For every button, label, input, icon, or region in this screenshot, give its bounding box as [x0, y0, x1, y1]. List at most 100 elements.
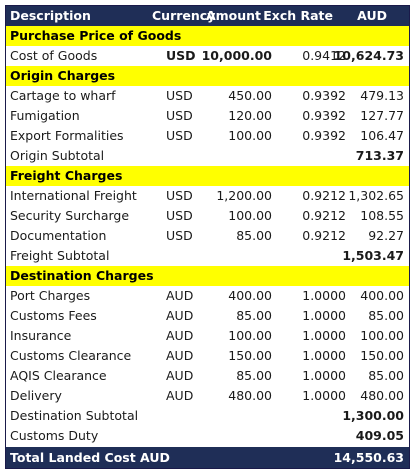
row-description: Delivery: [10, 388, 62, 403]
row-currency: AUD: [166, 388, 194, 403]
table-row: Customs Fees AUD 85.00 1.0000 85.00: [6, 306, 409, 326]
row-currency: USD: [166, 48, 196, 63]
table-row: Fumigation USD 120.00 0.9392 127.77: [6, 106, 409, 126]
row-description: Cost of Goods: [10, 48, 98, 63]
row-aud: 92.27: [368, 228, 404, 243]
section-destination-title: Destination Charges: [6, 266, 409, 286]
landed-cost-table: Description Currency Amount Exch Rate AU…: [5, 5, 410, 469]
total-value: 14,550.63: [333, 450, 404, 465]
section-freight-title: Freight Charges: [6, 166, 409, 186]
row-description: Customs Clearance: [10, 348, 132, 363]
subtotal-value: 1,503.47: [342, 248, 404, 263]
row-exch-rate: 1.0000: [302, 388, 346, 403]
header-description: Description: [10, 8, 91, 23]
row-aud: 1,302.65: [348, 188, 404, 203]
table-row: AQIS Clearance AUD 85.00 1.0000 85.00: [6, 366, 409, 386]
total-row: Total Landed Cost AUD 14,550.63: [6, 447, 409, 468]
section-purchase-title: Purchase Price of Goods: [6, 26, 409, 46]
row-amount: 10,000.00: [201, 48, 272, 63]
table-row: Documentation USD 85.00 0.9212 92.27: [6, 226, 409, 246]
row-description: Insurance: [10, 328, 72, 343]
row-description: AQIS Clearance: [10, 368, 107, 383]
row-currency: AUD: [166, 288, 194, 303]
row-currency: AUD: [166, 328, 194, 343]
row-currency: USD: [166, 208, 193, 223]
row-description: Customs Fees: [10, 308, 97, 323]
subtotal-label: Origin Subtotal: [10, 148, 105, 163]
row-currency: USD: [166, 228, 193, 243]
header-row: Description Currency Amount Exch Rate AU…: [6, 6, 409, 26]
table-row: Port Charges AUD 400.00 1.0000 400.00: [6, 286, 409, 306]
customs-duty-row: Customs Duty 409.05: [6, 426, 409, 446]
row-currency: USD: [166, 128, 193, 143]
row-exch-rate: 1.0000: [302, 308, 346, 323]
row-aud: 108.55: [360, 208, 404, 223]
row-amount: 100.00: [228, 128, 272, 143]
row-aud: 100.00: [360, 328, 404, 343]
customs-duty-label: Customs Duty: [10, 428, 99, 443]
row-description: Security Surcharge: [10, 208, 130, 223]
row-currency: AUD: [166, 368, 194, 383]
header-aud: AUD: [357, 8, 387, 23]
subtotal-row: Destination Subtotal 1,300.00: [6, 406, 409, 426]
row-description: Documentation: [10, 228, 107, 243]
row-amount: 480.00: [228, 388, 272, 403]
header-exch-rate: Exch Rate: [263, 8, 333, 23]
row-amount: 120.00: [228, 108, 272, 123]
row-amount: 85.00: [236, 308, 272, 323]
row-exch-rate: 0.9212: [302, 228, 346, 243]
row-amount: 150.00: [228, 348, 272, 363]
row-currency: AUD: [166, 348, 194, 363]
row-currency: USD: [166, 188, 193, 203]
subtotal-label: Freight Subtotal: [10, 248, 110, 263]
row-aud: 106.47: [360, 128, 404, 143]
subtotal-row: Origin Subtotal 713.37: [6, 146, 409, 166]
row-amount: 450.00: [228, 88, 272, 103]
total-label: Total Landed Cost AUD: [10, 450, 170, 465]
table-row: Customs Clearance AUD 150.00 1.0000 150.…: [6, 346, 409, 366]
row-currency: AUD: [166, 308, 194, 323]
table-row: Cartage to wharf USD 450.00 0.9392 479.1…: [6, 86, 409, 106]
row-amount: 100.00: [228, 208, 272, 223]
table-row: Export Formalities USD 100.00 0.9392 106…: [6, 126, 409, 146]
subtotal-row: Freight Subtotal 1,503.47: [6, 246, 409, 266]
row-description: International Freight: [10, 188, 137, 203]
row-description: Export Formalities: [10, 128, 124, 143]
row-description: Port Charges: [10, 288, 91, 303]
table-row: Security Surcharge USD 100.00 0.9212 108…: [6, 206, 409, 226]
section-title: Freight Charges: [10, 168, 123, 183]
row-exch-rate: 1.0000: [302, 348, 346, 363]
row-aud: 150.00: [360, 348, 404, 363]
row-aud: 85.00: [368, 308, 404, 323]
row-exch-rate: 0.9392: [302, 88, 346, 103]
table-row: Delivery AUD 480.00 1.0000 480.00: [6, 386, 409, 406]
row-exch-rate: 0.9212: [302, 208, 346, 223]
row-currency: USD: [166, 108, 193, 123]
row-amount: 85.00: [236, 228, 272, 243]
table-row: International Freight USD 1,200.00 0.921…: [6, 186, 409, 206]
row-exch-rate: 0.9212: [302, 188, 346, 203]
table-row: Insurance AUD 100.00 1.0000 100.00: [6, 326, 409, 346]
row-aud: 10,624.73: [333, 48, 404, 63]
row-currency: USD: [166, 88, 193, 103]
row-description: Fumigation: [10, 108, 80, 123]
header-currency: Currency: [152, 8, 216, 23]
row-exch-rate: 0.9392: [302, 128, 346, 143]
row-amount: 400.00: [228, 288, 272, 303]
row-aud: 127.77: [360, 108, 404, 123]
row-exch-rate: 1.0000: [302, 288, 346, 303]
section-origin-title: Origin Charges: [6, 66, 409, 86]
row-exch-rate: 1.0000: [302, 368, 346, 383]
subtotal-value: 1,300.00: [342, 408, 404, 423]
row-aud: 400.00: [360, 288, 404, 303]
row-exch-rate: 0.9392: [302, 108, 346, 123]
row-exch-rate: 0.9412: [302, 48, 346, 63]
customs-duty-value: 409.05: [355, 428, 404, 443]
subtotal-value: 713.37: [355, 148, 404, 163]
header-amount: Amount: [205, 8, 261, 23]
row-amount: 100.00: [228, 328, 272, 343]
subtotal-label: Destination Subtotal: [10, 408, 139, 423]
row-description: Cartage to wharf: [10, 88, 116, 103]
row-aud: 85.00: [368, 368, 404, 383]
row-amount: 1,200.00: [216, 188, 272, 203]
